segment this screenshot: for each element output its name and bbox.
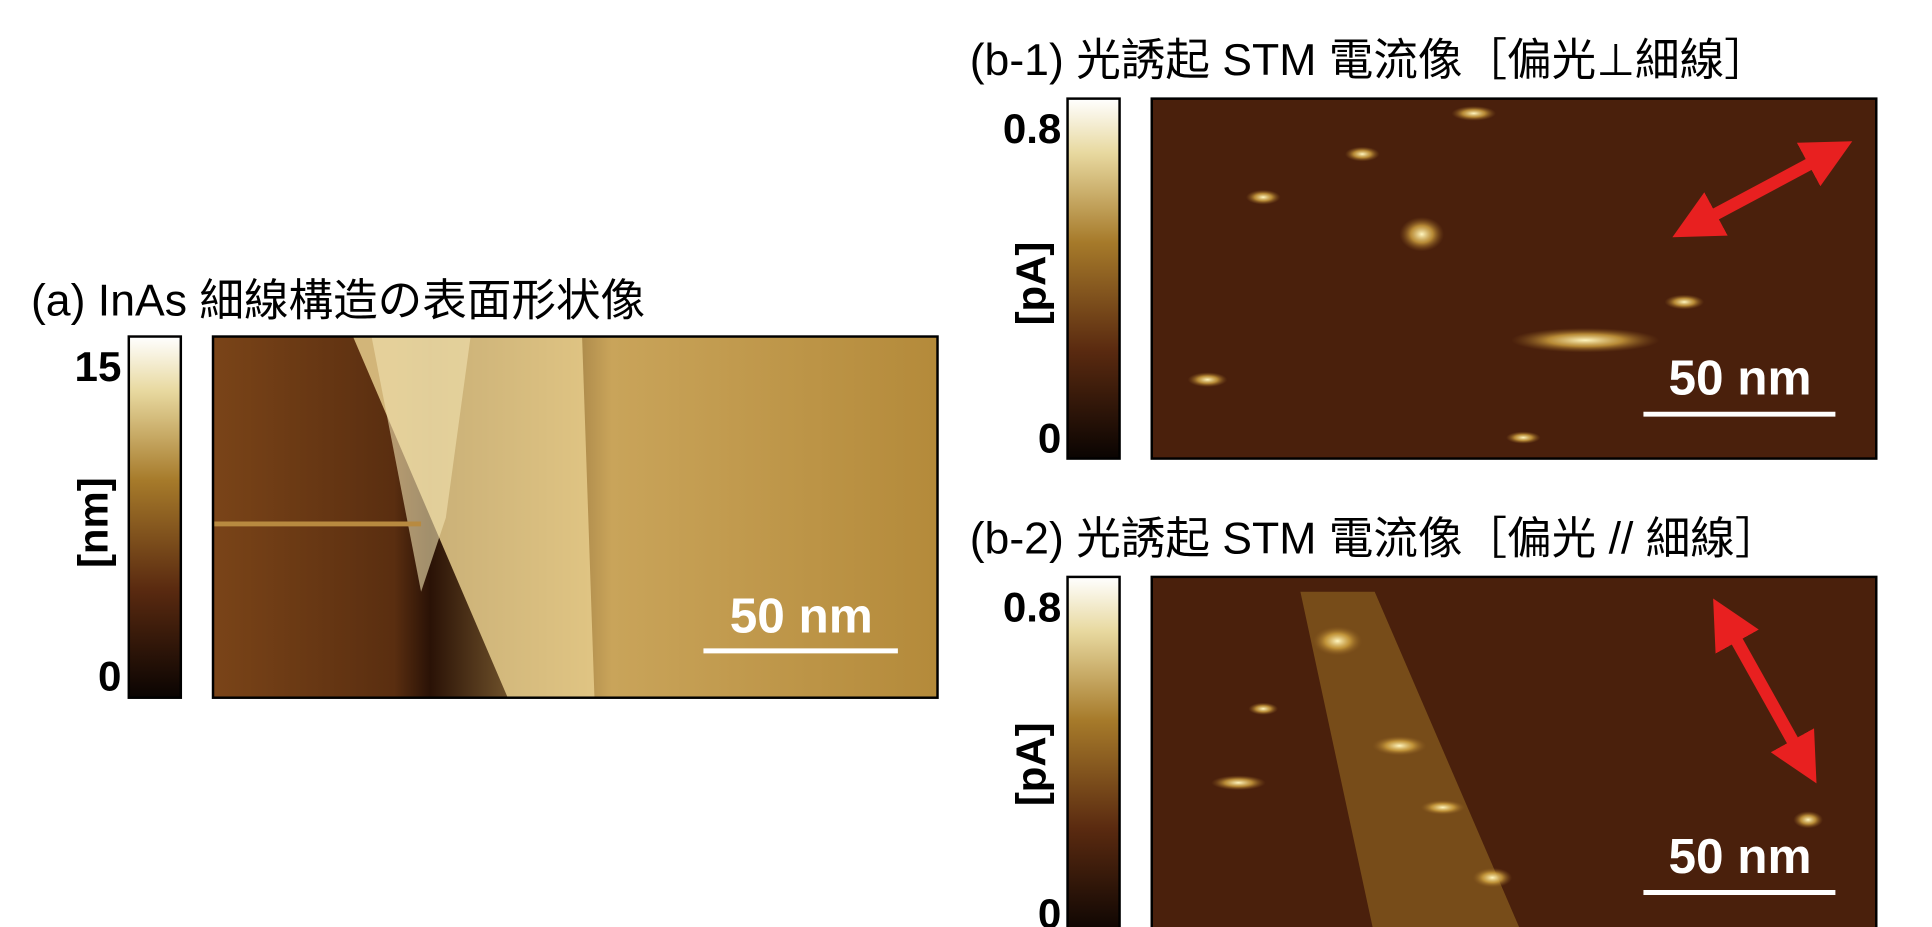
colorbar — [1066, 575, 1121, 927]
colorbar-min: 0 — [1038, 890, 1061, 927]
colorbar-unit: [nm] — [70, 477, 117, 568]
polarization-arrow — [1713, 598, 1817, 784]
colorbar — [127, 335, 183, 699]
colorbar-min: 0 — [1038, 414, 1061, 461]
scale-bar-label: 50 nm — [730, 588, 873, 643]
panel-title: (b-1) 光誘起 STM 電流像［偏光⊥細線］ — [970, 36, 1769, 85]
panel-title: (a) InAs 細線構造の表面形状像 — [31, 277, 645, 326]
colorbar-max: 0.8 — [1003, 583, 1062, 630]
panel-title: (b-2) 光誘起 STM 電流像［偏光 // 細線］ — [970, 515, 1780, 564]
panel-b2: (b-2) 光誘起 STM 電流像［偏光 // 細線］ 0.8 0 [pA] 5… — [970, 515, 1878, 927]
colorbar — [1066, 97, 1121, 460]
scale-bar-label: 50 nm — [1668, 829, 1811, 884]
panel-a: (a) InAs 細線構造の表面形状像 15 0 [nm] 50 nm — [31, 277, 939, 699]
colorbar-max: 0.8 — [1003, 105, 1062, 152]
image-frame — [1150, 575, 1878, 927]
panel-b1: (b-1) 光誘起 STM 電流像［偏光⊥細線］ 0.8 0 [pA] 50 n… — [970, 36, 1878, 461]
image-frame — [1150, 97, 1878, 460]
wire-highlight — [371, 336, 471, 592]
wire-band — [1300, 591, 1520, 927]
bright-spots — [1187, 106, 1705, 444]
image-frame — [211, 335, 939, 699]
colorbar-unit: [pA] — [1007, 722, 1054, 806]
colorbar-min: 0 — [98, 652, 121, 699]
scale-bar-label: 50 nm — [1668, 351, 1811, 406]
colorbar-unit: [pA] — [1007, 242, 1054, 326]
polarization-arrow — [1672, 141, 1853, 238]
bright-spots — [1211, 626, 1824, 888]
colorbar-max: 15 — [75, 343, 122, 390]
